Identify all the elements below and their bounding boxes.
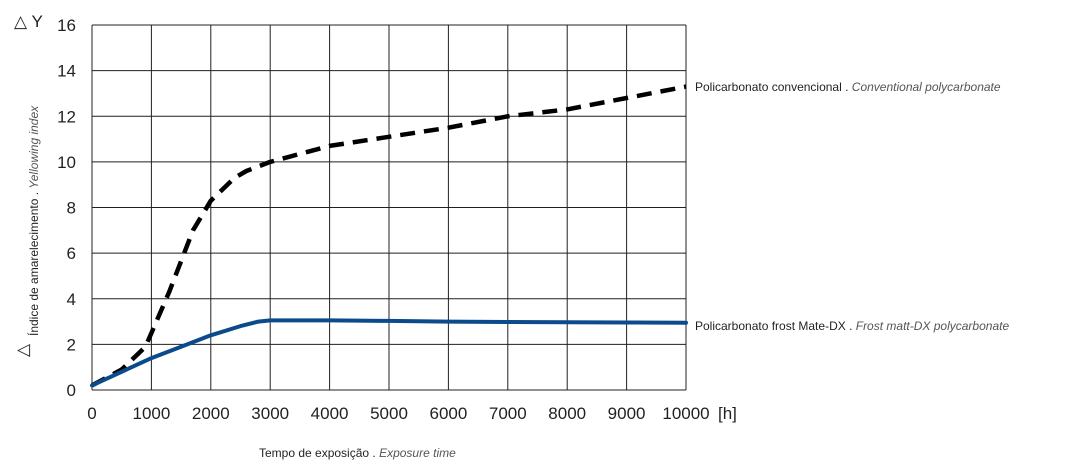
y-tick-label: 14 <box>57 62 76 81</box>
x-tick-label: 8000 <box>548 404 586 423</box>
legend-conventional-en: Conventional polycarbonate <box>852 80 1001 94</box>
y-axis-label-top: △ Y <box>14 12 43 31</box>
series-line-conventional <box>90 84 687 388</box>
x-tick-label: 0 <box>87 404 96 423</box>
tick-labels: 0 1000 2000 3000 4000 5000 6000 7000 8000 9000 100… <box>57 16 710 423</box>
x-tick-label: 10000 <box>662 404 709 423</box>
y-tick-label: 4 <box>67 290 76 309</box>
series-layer <box>90 84 688 388</box>
y-tick-label: 8 <box>67 199 76 218</box>
x-tick-label: 9000 <box>608 404 646 423</box>
y-axis-label: Índice de amarelecimento . Yellowing ind… <box>26 105 41 336</box>
x-tick-label: 1000 <box>132 404 170 423</box>
x-tick-label: 7000 <box>489 404 527 423</box>
x-axis-label-en: Exposure time <box>379 446 456 460</box>
legend-frost: Policarbonato frost Mate-DX . Frost matt… <box>695 319 1009 333</box>
y-tick-label: 16 <box>57 16 76 35</box>
y-tick-label: 2 <box>67 335 76 354</box>
y-tick-label: 12 <box>57 107 76 126</box>
legend-frost-pt: Policarbonato frost Mate-DX . <box>695 319 856 333</box>
legend-conventional: Policarbonato convencional . Conventiona… <box>695 80 1001 94</box>
y-axis-label-en: Yellowing index <box>27 105 41 189</box>
series-line-frost <box>90 318 688 388</box>
y-axis-label-symbol: △ <box>13 343 32 357</box>
grid <box>91 24 687 391</box>
x-tick-label: 3000 <box>251 404 289 423</box>
y-tick-label: 0 <box>67 381 76 400</box>
legend-conventional-pt: Policarbonato convencional . <box>695 80 852 94</box>
y-axis-label-pt: Índice de amarelecimento . <box>26 189 41 336</box>
y-tick-label: 10 <box>57 153 76 172</box>
y-tick-label: 6 <box>67 244 76 263</box>
x-axis-unit: [h] <box>718 404 737 423</box>
x-axis-label-pt: Tempo de exposição . <box>259 446 379 460</box>
x-tick-label: 2000 <box>192 404 230 423</box>
x-tick-label: 4000 <box>311 404 349 423</box>
x-tick-label: 5000 <box>370 404 408 423</box>
x-tick-label: 6000 <box>429 404 467 423</box>
legend-frost-en: Frost matt-DX polycarbonate <box>856 319 1010 333</box>
x-axis-label: Tempo de exposição . Exposure time <box>259 446 456 460</box>
